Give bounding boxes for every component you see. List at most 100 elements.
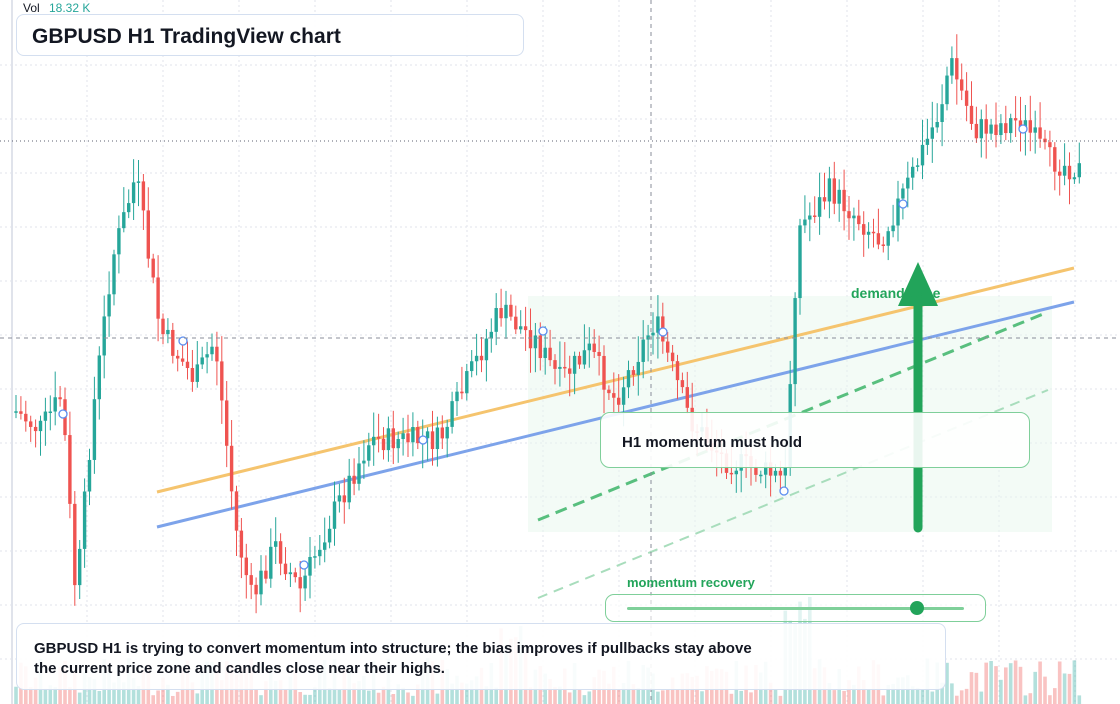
volume-bar: [773, 689, 778, 704]
candle-body: [617, 397, 621, 405]
momentum-knob[interactable]: [909, 601, 924, 615]
candle-body: [891, 225, 895, 232]
candle-body: [621, 387, 626, 405]
candle-body: [940, 104, 944, 123]
candle-body: [489, 331, 493, 339]
event-marker[interactable]: [418, 435, 428, 445]
volume-bar: [469, 680, 474, 704]
event-marker[interactable]: [58, 409, 68, 419]
candle-body: [950, 58, 954, 76]
volume-bar: [994, 666, 998, 704]
candle-body: [563, 366, 567, 369]
volume-bar: [303, 694, 307, 704]
candle-body: [548, 347, 552, 361]
candle-body: [313, 556, 317, 558]
volume-bar: [161, 677, 165, 704]
candle-body: [837, 189, 841, 204]
candle-body: [470, 361, 474, 372]
candle-body: [440, 427, 444, 439]
candle-body: [156, 277, 160, 319]
candle-body: [386, 428, 391, 451]
candle-body: [19, 411, 23, 414]
candle-body: [558, 366, 562, 369]
volume-bar: [582, 695, 587, 704]
volume-bar: [97, 690, 102, 704]
momentum-callout[interactable]: H1 momentum must hold: [600, 412, 1030, 468]
candle-body: [935, 122, 939, 128]
candle-body: [675, 361, 680, 381]
candle-body: [528, 330, 533, 349]
volume-bar: [665, 689, 670, 704]
candle-body: [798, 225, 802, 299]
candle-body: [925, 138, 930, 145]
event-marker[interactable]: [898, 199, 908, 209]
volume-bar: [450, 683, 454, 704]
candle-body: [151, 258, 155, 278]
event-marker[interactable]: [779, 486, 789, 496]
volume-bar: [460, 682, 464, 704]
candle-body: [631, 370, 636, 375]
volume-bar: [484, 686, 489, 704]
candle-body: [367, 445, 371, 461]
candle-body: [768, 462, 773, 476]
candle-body: [994, 124, 998, 136]
candle-body: [1033, 127, 1037, 133]
volume-bar: [1008, 663, 1013, 704]
candle-body: [425, 431, 430, 439]
volume-bar: [406, 692, 410, 704]
candle-body: [871, 231, 876, 234]
candle-body: [813, 215, 817, 218]
candle-body: [293, 572, 297, 578]
candles: [14, 34, 1081, 614]
candle-body: [866, 231, 871, 235]
event-marker[interactable]: [299, 560, 309, 570]
volume-bar: [288, 676, 293, 704]
candle-body: [984, 119, 988, 134]
volume-bar: [881, 695, 886, 704]
channel-line-faint[interactable]: [537, 389, 1049, 599]
volume-bar: [283, 689, 288, 704]
event-marker[interactable]: [178, 336, 188, 346]
event-marker[interactable]: [1018, 124, 1028, 134]
volume-bar: [190, 682, 195, 704]
volume-bar: [729, 693, 734, 704]
volume-bar: [1057, 661, 1062, 704]
candle-body: [435, 427, 440, 450]
volume-bar: [313, 687, 317, 704]
volume-bar: [1013, 660, 1018, 704]
candle-body: [210, 346, 214, 355]
candle-body: [112, 254, 116, 295]
volume-bar: [950, 683, 954, 704]
event-marker[interactable]: [658, 327, 668, 337]
volume-bar: [156, 690, 160, 704]
volume-bar: [896, 677, 900, 704]
candle-body: [764, 462, 768, 475]
volume-bar: [1038, 661, 1042, 704]
candle-body: [474, 355, 479, 362]
candle-body: [553, 360, 557, 369]
candle-body: [602, 355, 606, 390]
event-marker[interactable]: [538, 326, 548, 336]
volume-bar: [1043, 676, 1047, 704]
candle-body: [68, 435, 72, 504]
candle-body: [298, 577, 302, 589]
candle-body: [372, 436, 376, 446]
volume-bar: [122, 682, 126, 704]
momentum-meter[interactable]: [605, 594, 986, 622]
volume-bar: [636, 688, 641, 704]
candle-body: [1053, 147, 1057, 172]
candle-body: [24, 413, 28, 422]
candle-body: [146, 210, 150, 259]
volume-bar: [401, 687, 405, 704]
candle-body: [906, 177, 910, 189]
candle-body: [842, 189, 846, 212]
volume-bar: [974, 672, 979, 704]
candle-body: [817, 197, 822, 217]
candle-body: [989, 124, 993, 134]
candle-body: [773, 470, 778, 476]
candle-body: [269, 546, 273, 579]
candle-body: [362, 460, 366, 464]
candle-body: [592, 343, 596, 352]
candle-body: [411, 427, 415, 443]
candle-body: [185, 361, 190, 369]
